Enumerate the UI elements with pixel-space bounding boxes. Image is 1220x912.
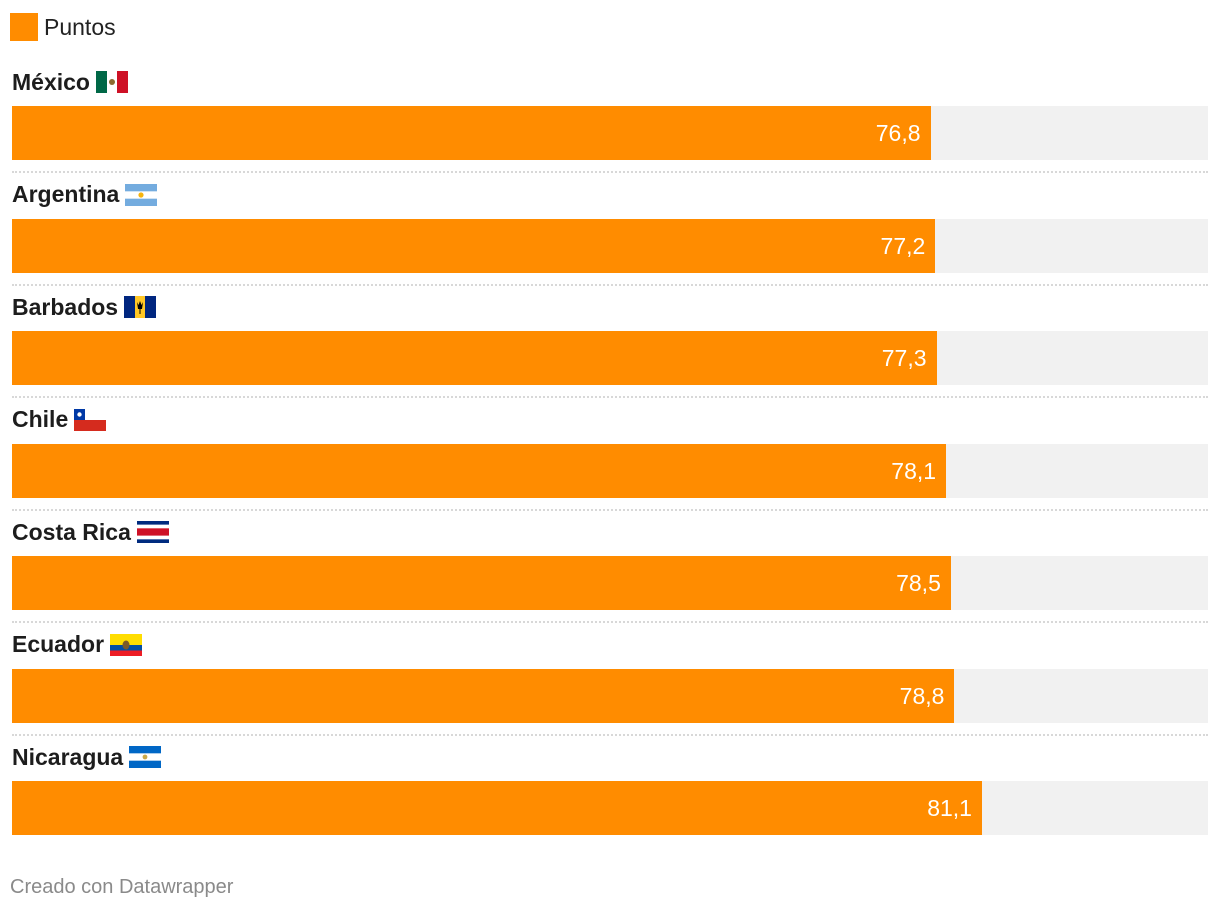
category-name: Argentina [12, 181, 120, 207]
bar-row: Nicaragua 81,1 [12, 737, 1208, 850]
bar-category-label: Chile [12, 404, 107, 436]
row-divider [12, 171, 1208, 173]
bar: 78,1 [12, 443, 947, 498]
chile-flag-icon [74, 408, 107, 431]
bar-chart: México 76,8 Argentina 77,2 Barbados 77,3 Chile… [12, 62, 1208, 850]
legend-label: Puntos [44, 13, 116, 40]
ecuador-flag-icon [110, 633, 143, 656]
row-divider [12, 508, 1208, 511]
bar-track: 78,5 [12, 556, 1208, 610]
bar-category-label: México [12, 66, 128, 98]
bar-value-label: 78,1 [891, 457, 937, 484]
bar-value-label: 77,3 [881, 345, 927, 371]
bar-row: Barbados 77,3 [12, 287, 1208, 400]
row-divider [12, 733, 1208, 736]
bar: 78,5 [12, 556, 951, 610]
category-name: Ecuador [12, 631, 105, 657]
mexico-flag-icon [95, 71, 128, 93]
category-name: Nicaragua [12, 743, 124, 770]
bar-category-label: Argentina [12, 179, 158, 211]
costa-rica-flag-icon [136, 521, 169, 543]
bar-value-label: 77,2 [880, 232, 926, 259]
bar-category-label: Barbados [12, 291, 157, 323]
barbados-flag-icon [124, 296, 157, 318]
bar-category-label: Costa Rica [12, 516, 169, 548]
legend: Puntos [10, 12, 116, 42]
bar-row: Costa Rica 78,5 [12, 512, 1208, 625]
bar-value-label: 76,8 [875, 120, 921, 146]
argentina-flag-icon [125, 183, 158, 206]
bar: 76,8 [12, 106, 931, 160]
bar: 77,3 [12, 331, 937, 385]
bar: 77,2 [12, 218, 936, 273]
bar: 78,8 [12, 668, 955, 723]
bar-category-label: Nicaragua [12, 741, 162, 773]
nicaragua-flag-icon [129, 746, 162, 768]
bar-row: Chile 78,1 [12, 400, 1208, 513]
bar-track: 76,8 [12, 106, 1208, 160]
bar-row: Argentina 77,2 [12, 175, 1208, 288]
bar-track: 78,1 [12, 443, 1208, 498]
bar-track: 81,1 [12, 781, 1208, 835]
footer-credit: Creado con Datawrapper [10, 876, 234, 898]
row-divider [12, 621, 1208, 623]
bar-value-label: 78,8 [899, 682, 945, 709]
bar-row: México 76,8 [12, 62, 1208, 175]
category-name: Chile [12, 406, 69, 432]
bar-track: 77,2 [12, 218, 1208, 273]
bar-value-label: 78,5 [896, 570, 941, 596]
bar-value-label: 81,1 [927, 795, 972, 821]
bar-category-label: Ecuador [12, 629, 143, 661]
category-name: Costa Rica [12, 518, 131, 545]
bar-track: 78,8 [12, 668, 1208, 723]
bar: 81,1 [12, 781, 982, 835]
category-name: Barbados [12, 293, 119, 320]
row-divider [12, 283, 1208, 286]
legend-swatch [10, 13, 38, 41]
bar-row: Ecuador 78,8 [12, 625, 1208, 738]
category-name: México [12, 68, 90, 95]
row-divider [12, 396, 1208, 398]
bar-track: 77,3 [12, 331, 1208, 385]
